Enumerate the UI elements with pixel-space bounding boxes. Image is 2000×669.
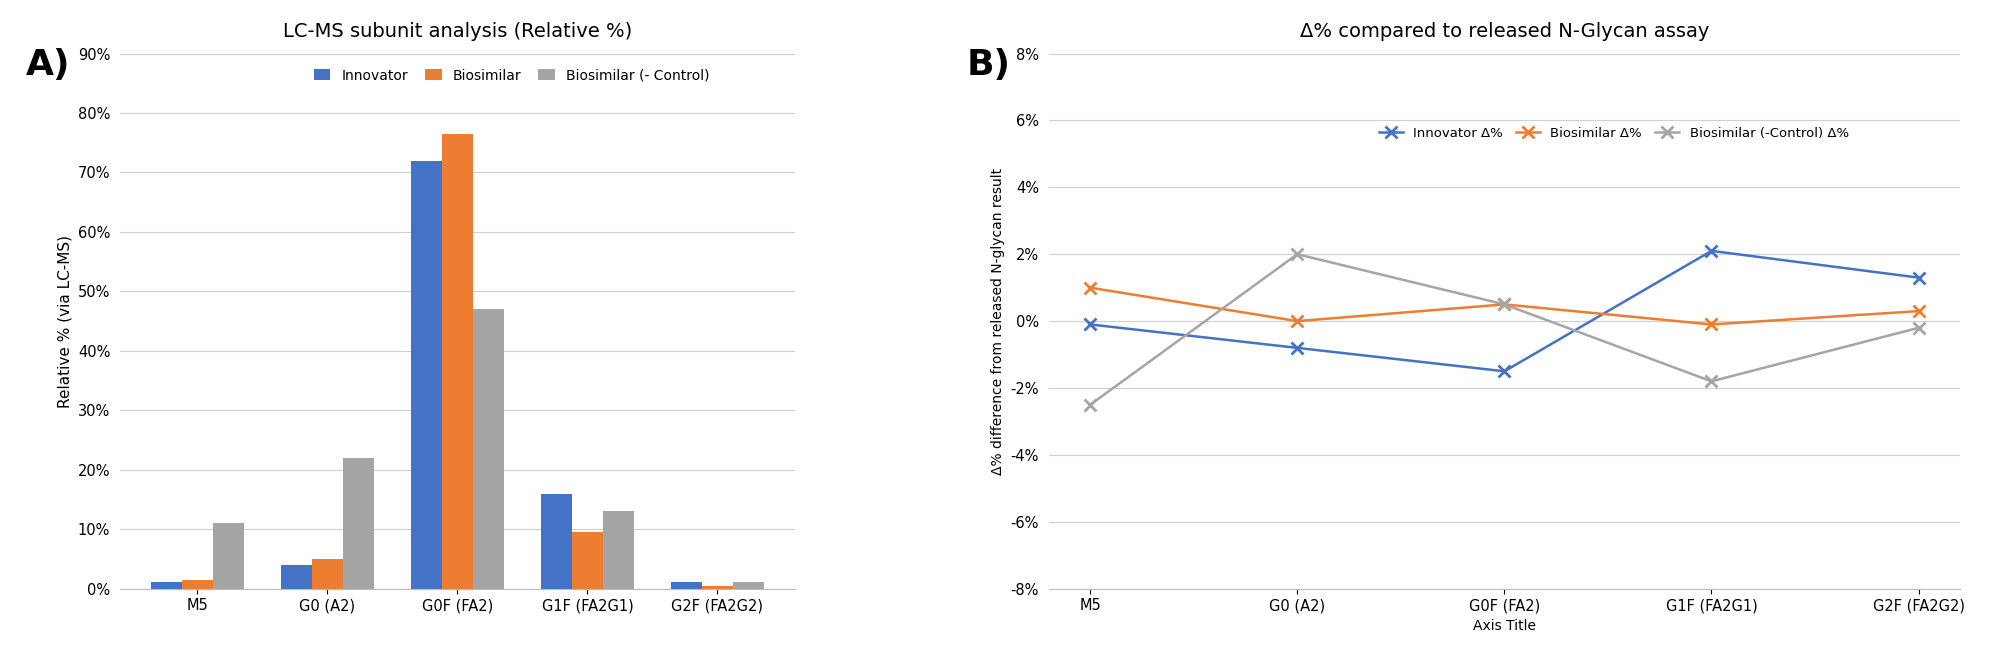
Title: LC-MS subunit analysis (Relative %): LC-MS subunit analysis (Relative %)	[282, 22, 632, 41]
Bar	[150, 581, 182, 589]
Biosimilar (-Control) Δ%	[1286, 250, 1310, 258]
Legend: Innovator Δ%, Biosimilar Δ%, Biosimilar (-Control) Δ%: Innovator Δ%, Biosimilar Δ%, Biosimilar …	[1376, 124, 1852, 142]
Biosimilar Δ%	[1492, 300, 1516, 308]
Biosimilar Δ%	[1286, 317, 1310, 325]
Biosimilar (-Control) Δ%	[1492, 300, 1516, 308]
Y-axis label: Δ% difference from released N-glycan result: Δ% difference from released N-glycan res…	[990, 167, 1004, 475]
Bar	[214, 523, 244, 589]
Line: Biosimilar (-Control) Δ%: Biosimilar (-Control) Δ%	[1084, 249, 1924, 410]
Innovator Δ%	[1906, 274, 1930, 282]
Innovator Δ%	[1700, 247, 1724, 255]
Bar	[474, 309, 504, 589]
Title: Δ% compared to released N-Glycan assay: Δ% compared to released N-Glycan assay	[1300, 22, 1710, 41]
Biosimilar (-Control) Δ%	[1700, 377, 1724, 385]
Innovator Δ%	[1492, 367, 1516, 375]
Bar	[702, 586, 734, 589]
Line: Innovator Δ%: Innovator Δ%	[1084, 246, 1924, 377]
Bar	[670, 581, 702, 589]
Bar	[280, 565, 312, 589]
Bar	[572, 533, 604, 589]
Y-axis label: Relative % (via LC-MS): Relative % (via LC-MS)	[58, 235, 72, 407]
Biosimilar (-Control) Δ%	[1906, 324, 1930, 332]
Bar	[734, 581, 764, 589]
Biosimilar (-Control) Δ%	[1078, 401, 1102, 409]
Bar	[442, 134, 474, 589]
Biosimilar Δ%	[1078, 284, 1102, 292]
X-axis label: Axis Title: Axis Title	[1472, 619, 1536, 633]
Bar	[344, 458, 374, 589]
Bar	[312, 559, 344, 589]
Line: Biosimilar Δ%: Biosimilar Δ%	[1084, 282, 1924, 330]
Bar	[410, 161, 442, 589]
Innovator Δ%	[1286, 344, 1310, 352]
Bar	[182, 580, 214, 589]
Innovator Δ%	[1078, 320, 1102, 328]
Legend: Innovator, Biosimilar, Biosimilar (- Control): Innovator, Biosimilar, Biosimilar (- Con…	[312, 66, 712, 86]
Biosimilar Δ%	[1700, 320, 1724, 328]
Bar	[540, 494, 572, 589]
Text: A): A)	[26, 48, 70, 82]
Bar	[604, 511, 634, 589]
Biosimilar Δ%	[1906, 307, 1930, 315]
Text: B): B)	[966, 48, 1010, 82]
